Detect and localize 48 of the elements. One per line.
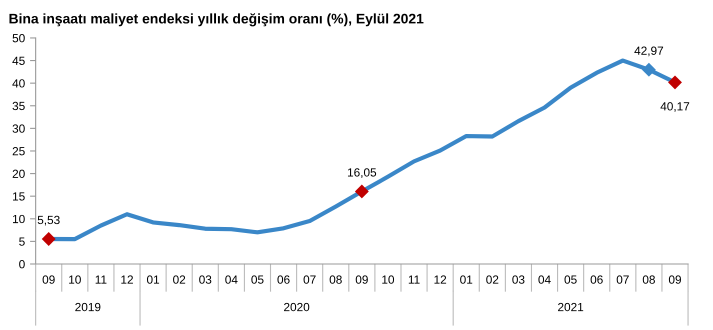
data-label: 42,97 bbox=[634, 46, 664, 56]
data-label: 5,53 bbox=[38, 216, 60, 226]
x-tick-label: 01 bbox=[146, 275, 160, 284]
x-tick-label: 08 bbox=[330, 275, 342, 284]
x-tick-label: 12 bbox=[121, 275, 133, 284]
x-tick-label: 07 bbox=[616, 275, 629, 284]
y-tick-label: 40 bbox=[12, 79, 25, 88]
y-tick-label: 45 bbox=[12, 56, 25, 65]
x-tick-label: 07 bbox=[304, 275, 316, 284]
y-tick-label: 10 bbox=[13, 214, 25, 224]
y-tick-label: 25 bbox=[12, 147, 25, 156]
point bbox=[642, 62, 656, 77]
point bbox=[42, 232, 56, 246]
x-tick-label: 11 bbox=[408, 276, 420, 284]
y-tick-label: 50 bbox=[12, 34, 25, 42]
x-tick-label: 04 bbox=[538, 275, 551, 284]
x-tick-label: 06 bbox=[590, 275, 603, 284]
x-tick-label: 04 bbox=[225, 275, 238, 284]
y-tick-label: 30 bbox=[12, 124, 25, 133]
x-tick-label: 02 bbox=[486, 275, 498, 284]
chart-title: Bina inşaatı maliyet endeksi yıllık değişim oranı (%), Eylül 2021 bbox=[9, 13, 424, 26]
x-tick-label: 02 bbox=[173, 275, 186, 284]
y-tick-label: 20 bbox=[12, 170, 25, 178]
x-tick-label: 12 bbox=[434, 275, 446, 284]
y-tick-label: 0 bbox=[19, 260, 25, 268]
data-label: 16,05 bbox=[348, 168, 376, 178]
x-tick-label: 06 bbox=[277, 275, 290, 284]
x-tick-label: 09 bbox=[356, 275, 368, 284]
x-tick-label: 10 bbox=[382, 275, 394, 284]
x-tick-label: 09 bbox=[668, 275, 682, 284]
x-tick-label: 11 bbox=[96, 276, 106, 284]
x-tick-label: 05 bbox=[564, 275, 577, 284]
y-tick-label: 15 bbox=[13, 192, 25, 201]
x-tick-label: 09 bbox=[42, 275, 55, 284]
y-tick-label: 5 bbox=[19, 238, 25, 246]
x-tick-label: 05 bbox=[251, 275, 264, 284]
x-tick-label: 10 bbox=[69, 275, 81, 284]
text: 2020 bbox=[284, 302, 310, 312]
x-tick-label: 03 bbox=[512, 275, 524, 284]
y-tick-label: 35 bbox=[12, 102, 25, 110]
x-tick-label: 08 bbox=[642, 275, 655, 284]
point bbox=[668, 75, 682, 90]
text: 2019 bbox=[75, 302, 100, 312]
data-label: 40,17 bbox=[660, 102, 690, 112]
x-tick-label: 01 bbox=[460, 275, 472, 284]
point bbox=[354, 184, 369, 198]
x-tick-label: 03 bbox=[199, 275, 212, 284]
text: 2021 bbox=[558, 302, 584, 312]
